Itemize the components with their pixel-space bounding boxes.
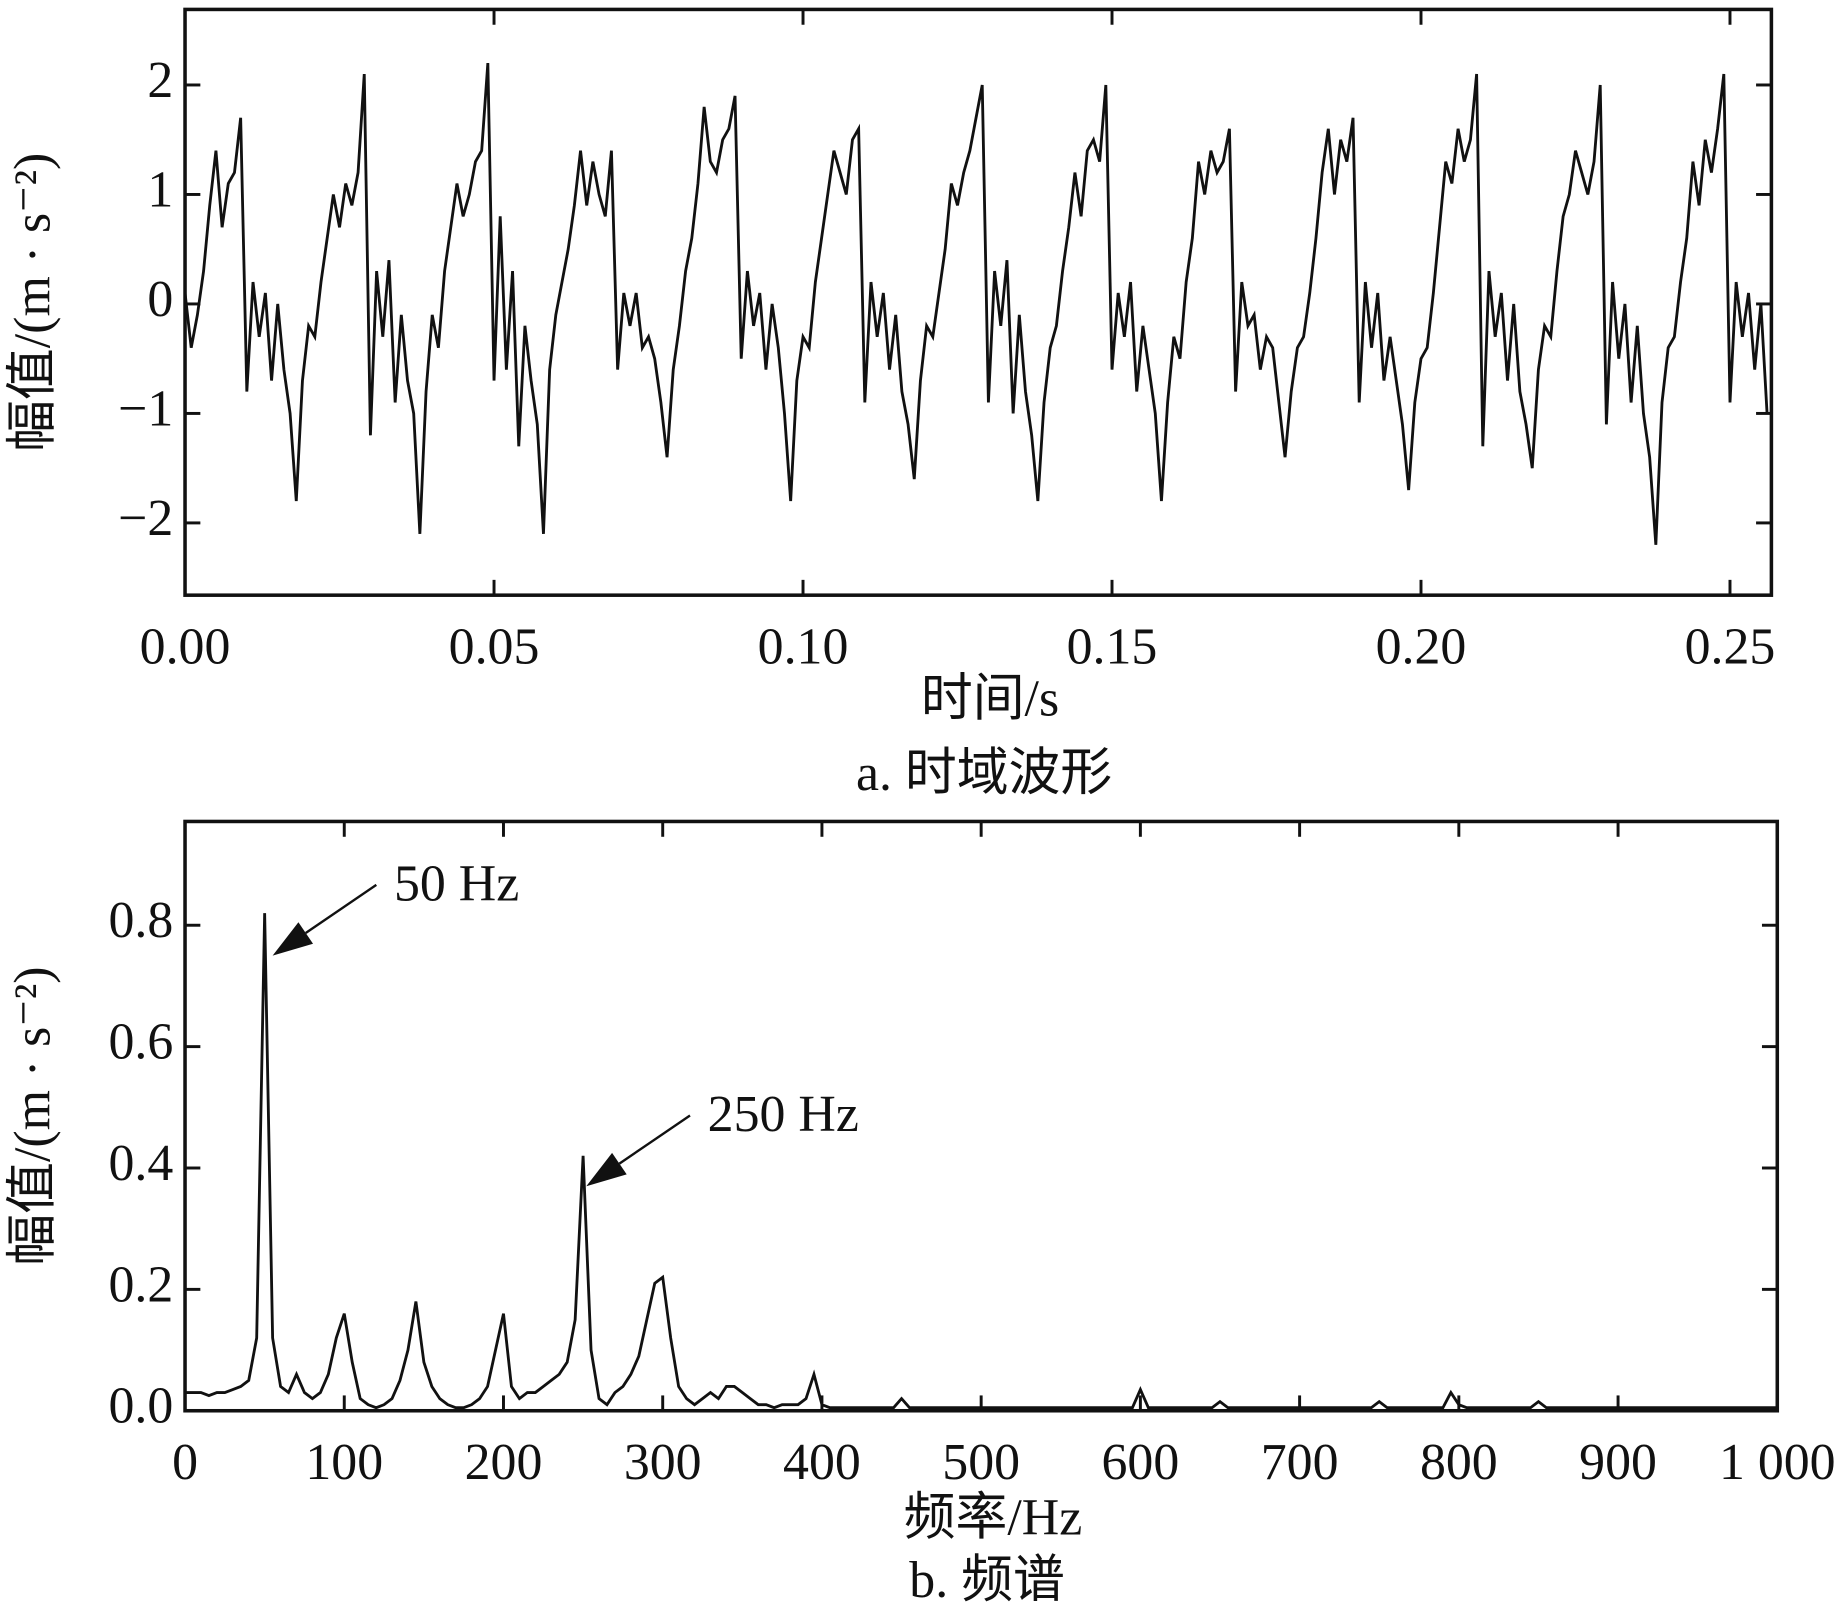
- annotation-text: 250 Hz: [708, 1086, 859, 1143]
- x-tick-label: 0.00: [140, 619, 231, 676]
- x-tick-label: 1 000: [1719, 1434, 1836, 1491]
- x-tick-label: 0.10: [758, 619, 849, 676]
- panel: 0 100 200 300 400 500 600 700 800 900 1 000 0.0 0.2 0…: [5, 819, 1836, 1609]
- y-tick-label: 0.2: [108, 1256, 173, 1313]
- y-tick-label: 1: [147, 161, 173, 218]
- arrow-head: [586, 1152, 627, 1187]
- y-tick-label: 0: [147, 271, 173, 328]
- x-tick-label: 800: [1420, 1434, 1498, 1491]
- x-tick-label: 100: [305, 1434, 383, 1491]
- annotation-text: 50 Hz: [394, 855, 519, 912]
- arrow-head: [272, 922, 314, 956]
- x-tick-label: 400: [783, 1434, 861, 1491]
- plot-frame: [183, 7, 1774, 597]
- caption: b. 频谱: [909, 1552, 1065, 1609]
- x-tick-label: 500: [942, 1434, 1020, 1491]
- x-tick-label: 700: [1261, 1434, 1339, 1491]
- y-tick-label: 0.6: [108, 1014, 173, 1071]
- x-axis-label: 时间/s: [921, 671, 1059, 728]
- x-tick-label: 0.25: [1685, 619, 1776, 676]
- y-tick-label: 0.0: [108, 1378, 173, 1435]
- x-tick-label: 0.05: [449, 619, 540, 676]
- y-axis-label: 幅值/(m · s⁻²): [5, 153, 62, 452]
- plot-frame: [183, 819, 1780, 1413]
- annotation-arrow: [618, 1114, 691, 1165]
- x-tick-label: 600: [1102, 1434, 1180, 1491]
- x-tick-label: 300: [624, 1434, 702, 1491]
- y-tick-label: 0.4: [108, 1135, 173, 1192]
- x-tick-label: 0: [172, 1434, 198, 1491]
- y-axis-label: 幅值/(m · s⁻²): [5, 966, 62, 1265]
- y-tick-label: −2: [118, 490, 173, 547]
- signal-line: [185, 913, 1778, 1410]
- panel: 0.00 0.05 0.10 0.15 0.20 0.25 −2 −1 0 1 2 时间/s a. 时域…: [5, 7, 1776, 802]
- x-tick-label: 0.15: [1067, 619, 1158, 676]
- x-tick-label: 900: [1579, 1434, 1657, 1491]
- signal-line: [183, 62, 1769, 545]
- annotation-arrow: [305, 883, 377, 934]
- y-tick-label: 2: [147, 52, 173, 109]
- x-tick-label: 200: [465, 1434, 543, 1491]
- x-axis-label: 频率/Hz: [904, 1490, 1083, 1547]
- y-tick-label: 0.8: [108, 892, 173, 949]
- y-tick-label: −1: [118, 380, 173, 437]
- caption: a. 时域波形: [856, 745, 1112, 802]
- x-tick-label: 0.20: [1376, 619, 1467, 676]
